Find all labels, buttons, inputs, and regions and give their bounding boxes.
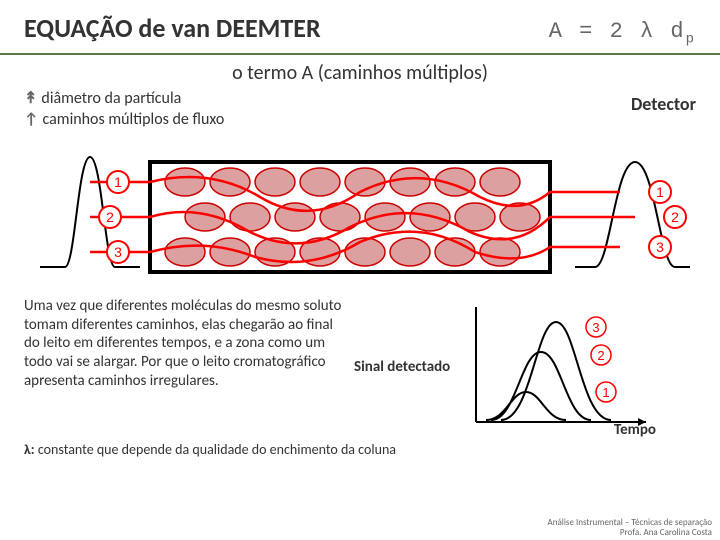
page-title: EQUAÇÃO de van DEEMTER <box>24 12 321 44</box>
snum-2: 2 <box>598 348 605 363</box>
signal-area: Sinal detectado 3 2 1 Tempo <box>354 297 696 437</box>
column-diagram: 1 2 3 1 2 3 <box>20 137 700 287</box>
lambda-symbol: λ: <box>24 441 35 458</box>
explanation-paragraph: Uma vez que diferentes moléculas do mesm… <box>24 297 344 391</box>
formula-sub: p <box>686 31 696 47</box>
bullet-1-text: diâmetro da partícula <box>41 89 181 108</box>
signal-label: Sinal detectado <box>354 358 450 376</box>
top-row: ↟diâmetro da partícula ↑caminhos múltipl… <box>0 89 720 131</box>
bottom-row: Uma vez que diferentes moléculas do mesm… <box>0 297 720 437</box>
right-numbers: 1 2 3 <box>649 181 686 258</box>
num-3: 3 <box>114 244 122 260</box>
footnote-text: constante que depende da qualidade do en… <box>38 441 396 458</box>
curve-2 <box>491 352 591 420</box>
formula-text: A = 2 λ d <box>549 19 686 44</box>
num-1r: 1 <box>656 184 664 200</box>
footnote: λ: constante que depende da qualidade do… <box>0 437 720 458</box>
num-3r: 3 <box>656 239 664 255</box>
num-2: 2 <box>106 209 114 225</box>
detector-label: Detector <box>631 93 696 115</box>
title-bar: EQUAÇÃO de van DEEMTER A = 2 λ dp <box>0 0 720 55</box>
credits-line2: Profa. Ana Carolina Costa <box>548 528 712 538</box>
tempo-label: Tempo <box>614 421 656 439</box>
bullet-list: ↟diâmetro da partícula ↑caminhos múltipl… <box>24 89 224 131</box>
arrow-icon: ↑ <box>24 110 38 129</box>
signal-chart: 3 2 1 <box>456 297 656 437</box>
num-1: 1 <box>114 174 122 190</box>
bullet-1: ↟diâmetro da partícula <box>24 89 224 110</box>
credits: Análise Instrumental – Técnicas de separ… <box>548 518 712 538</box>
arrow-icon: ↟ <box>24 89 37 108</box>
signal-numbers: 3 2 1 <box>586 317 616 402</box>
particles <box>165 168 540 266</box>
formula: A = 2 λ dp <box>549 19 696 47</box>
bullet-2: ↑caminhos múltiplos de fluxo <box>24 110 224 131</box>
snum-3: 3 <box>593 320 600 335</box>
bullet-2-text: caminhos múltiplos de fluxo <box>42 110 224 129</box>
subtitle: o termo A (caminhos múltiplos) <box>0 61 720 85</box>
num-2r: 2 <box>671 209 679 225</box>
snum-1: 1 <box>603 385 610 400</box>
curve-1 <box>486 392 566 420</box>
